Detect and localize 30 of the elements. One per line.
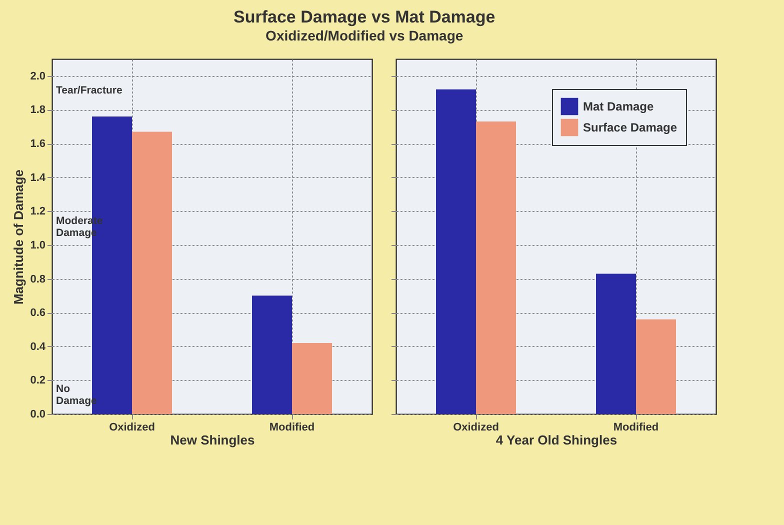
annotation: Tear/Fracture <box>56 84 122 97</box>
y-tick-label: 0.0 <box>30 408 46 420</box>
y-tick-label: 0.4 <box>30 340 46 353</box>
x-tick-label: Oxidized <box>453 422 499 434</box>
bar <box>596 274 636 414</box>
bar <box>436 89 476 414</box>
chart-subtitle: Oxidized/Modified vs Damage <box>266 27 464 44</box>
bar <box>476 122 516 414</box>
bar <box>292 343 332 414</box>
legend-label: Mat Damage <box>583 100 654 114</box>
legend-label: Surface Damage <box>583 120 678 134</box>
bar <box>252 296 292 414</box>
x-tick-label: Oxidized <box>109 422 155 434</box>
y-tick-label: 1.0 <box>30 239 46 252</box>
y-tick-label: 1.4 <box>30 172 46 184</box>
chart-title: Surface Damage vs Mat Damage <box>233 7 496 26</box>
y-tick-label: 1.8 <box>30 104 46 116</box>
x-tick-label: Modified <box>613 422 659 434</box>
y-tick-label: 1.2 <box>30 206 46 218</box>
y-axis-title: Magnitude of Damage <box>11 169 26 305</box>
y-tick-label: 0.2 <box>30 374 46 387</box>
y-tick-label: 2.0 <box>30 70 46 82</box>
y-tick-label: 1.6 <box>30 138 46 150</box>
y-tick-label: 0.8 <box>30 273 46 286</box>
x-tick-label: Modified <box>269 422 315 434</box>
x-axis-title: 4 Year Old Shingles <box>496 432 618 448</box>
y-tick-label: 0.6 <box>30 307 46 320</box>
bar <box>132 132 172 414</box>
bar <box>636 319 676 414</box>
x-axis-title: New Shingles <box>170 432 255 448</box>
